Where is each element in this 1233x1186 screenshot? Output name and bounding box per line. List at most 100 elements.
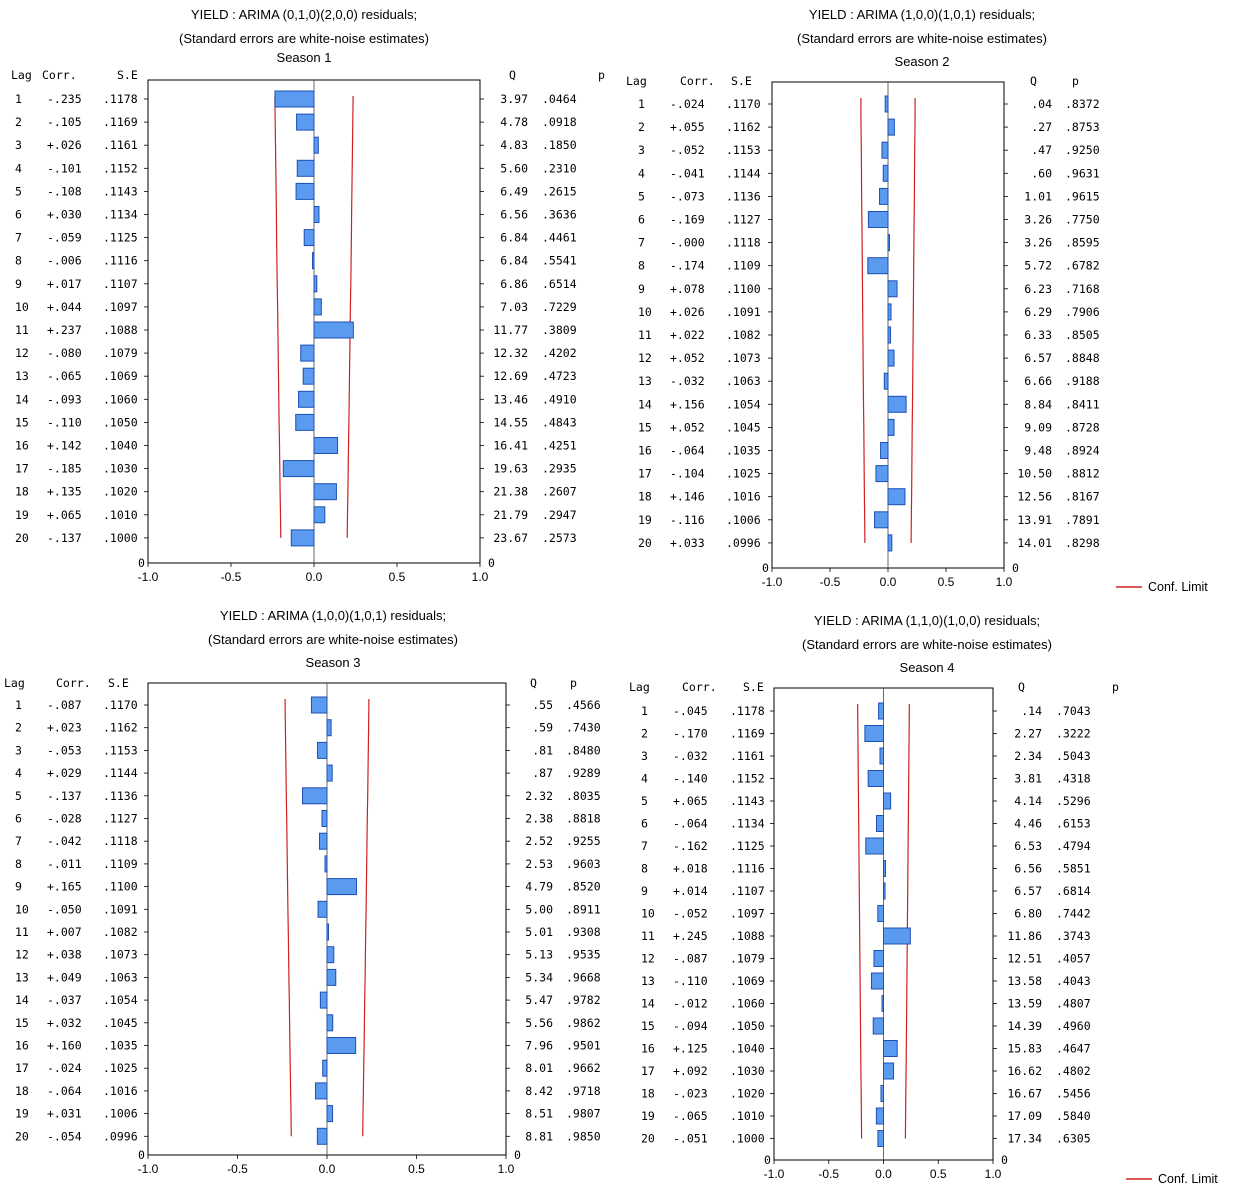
q-value: 3.26 <box>1024 236 1052 250</box>
se-value: .1073 <box>103 948 138 962</box>
corr-bar <box>298 390 315 408</box>
q-value: 6.56 <box>500 208 528 222</box>
corr-bar <box>883 882 886 900</box>
q-value: 23.67 <box>493 531 528 545</box>
q-value: 4.79 <box>525 880 553 894</box>
chart-title-line-3: Season 1 <box>277 50 332 65</box>
p-value: .4251 <box>542 439 577 453</box>
se-value: .1134 <box>730 817 765 831</box>
corr-value: -.110 <box>47 415 82 429</box>
se-value: .1020 <box>103 485 138 499</box>
q-value: 16.62 <box>1007 1064 1042 1078</box>
corr-value: +.052 <box>670 351 705 365</box>
corr-bar <box>313 298 322 316</box>
chart-title-line-2: (Standard errors are white-noise estimat… <box>208 632 458 647</box>
p-value: .8924 <box>1065 444 1100 458</box>
corr-bar <box>303 229 315 247</box>
corr-bar <box>887 534 893 552</box>
corr-value: +.237 <box>47 323 82 337</box>
lag-label: 4 <box>638 166 645 180</box>
corr-bar <box>313 321 354 339</box>
chart-title-line-1: YIELD : ARIMA (0,1,0)(2,0,0) residuals; <box>191 7 417 22</box>
upper-conf-limit-line <box>346 96 354 538</box>
q-value: 12.56 <box>1017 490 1052 504</box>
corr-bar <box>867 257 889 275</box>
corr-value: -.023 <box>673 1087 708 1101</box>
x-tick-label: -1.0 <box>138 570 159 584</box>
corr-value: +.078 <box>670 282 705 296</box>
corr-value: -.137 <box>47 531 82 545</box>
p-value: .5296 <box>1056 794 1091 808</box>
se-value: .1143 <box>103 184 138 198</box>
corr-bar <box>313 506 326 524</box>
x-tick-label: 0.5 <box>938 575 955 589</box>
se-value: .1040 <box>103 439 138 453</box>
q-value: 12.51 <box>1007 952 1042 966</box>
p-value: .7430 <box>566 721 601 735</box>
lag-label: 1 <box>641 704 648 718</box>
lag-label: 2 <box>15 721 22 735</box>
p-value: .4807 <box>1056 997 1091 1011</box>
lag-label: 5 <box>638 189 645 203</box>
lag-label: 5 <box>15 789 22 803</box>
q-value: 5.13 <box>525 948 553 962</box>
q-value: .27 <box>1031 120 1052 134</box>
x-tick-label: 1.0 <box>996 575 1013 589</box>
chart-title-line-1: YIELD : ARIMA (1,0,0)(1,0,1) residuals; <box>809 7 1035 22</box>
q-value: 6.29 <box>1024 305 1052 319</box>
chart-title-line-1: YIELD : ARIMA (1,0,0)(1,0,1) residuals; <box>220 608 446 623</box>
lag-label: 14 <box>15 392 29 406</box>
lag-label: 12 <box>638 351 652 365</box>
se-value: .1045 <box>726 420 761 434</box>
corr-value: +.165 <box>47 880 82 894</box>
lag-label: 10 <box>641 907 655 921</box>
corr-bar <box>870 972 885 990</box>
se-value: .1025 <box>726 467 761 481</box>
p-value: .8035 <box>566 789 601 803</box>
se-value: .1063 <box>103 970 138 984</box>
corr-bar <box>884 95 889 113</box>
corr-value: +.065 <box>673 794 708 808</box>
se-value: .1118 <box>103 834 138 848</box>
acf-chart-season-1: YIELD : ARIMA (0,1,0)(2,0,0) residuals; (… <box>11 7 605 584</box>
p-value: .8728 <box>1065 420 1100 434</box>
lower-conf-limit-line <box>860 98 866 543</box>
corr-value: +.146 <box>670 490 705 504</box>
corr-bar <box>880 1085 885 1102</box>
corr-bar <box>326 1105 334 1123</box>
header-p: p <box>570 676 577 690</box>
chart-title-line-2: (Standard errors are white-noise estimat… <box>802 637 1052 652</box>
p-value: .4318 <box>1056 772 1091 786</box>
corr-bar <box>326 719 332 737</box>
lag-label: 11 <box>641 929 655 943</box>
se-value: .1010 <box>730 1109 765 1123</box>
p-value: .6814 <box>1056 884 1091 898</box>
lag-label: 3 <box>15 138 22 152</box>
q-value: .47 <box>1031 143 1052 157</box>
lag-label: 1 <box>15 92 22 106</box>
q-value: 6.80 <box>1014 907 1042 921</box>
corr-bar <box>878 702 885 720</box>
corr-bar <box>326 764 333 782</box>
q-value: 5.72 <box>1024 259 1052 273</box>
p-value: .1850 <box>542 138 577 152</box>
se-value: .1118 <box>726 236 761 250</box>
se-value: .1016 <box>103 1084 138 1098</box>
header-lag: Lag <box>629 680 650 694</box>
lag-label: 16 <box>641 1042 655 1056</box>
lag-label: 18 <box>15 1084 29 1098</box>
se-value: .1178 <box>730 704 765 718</box>
corr-bar <box>295 182 315 200</box>
y-end-label-left: 0 <box>138 1148 145 1162</box>
corr-bar <box>317 900 328 918</box>
q-value: 13.91 <box>1017 513 1052 527</box>
q-value: 2.38 <box>525 812 553 826</box>
p-value: .4794 <box>1056 839 1091 853</box>
p-value: .9862 <box>566 1016 601 1030</box>
corr-value: +.018 <box>673 862 708 876</box>
chart-title-line-1: YIELD : ARIMA (1,1,0)(1,0,0) residuals; <box>814 613 1040 628</box>
corr-value: +.022 <box>670 328 705 342</box>
header-lag: Lag <box>11 68 32 82</box>
corr-bar <box>864 725 885 742</box>
lag-label: 18 <box>15 485 29 499</box>
